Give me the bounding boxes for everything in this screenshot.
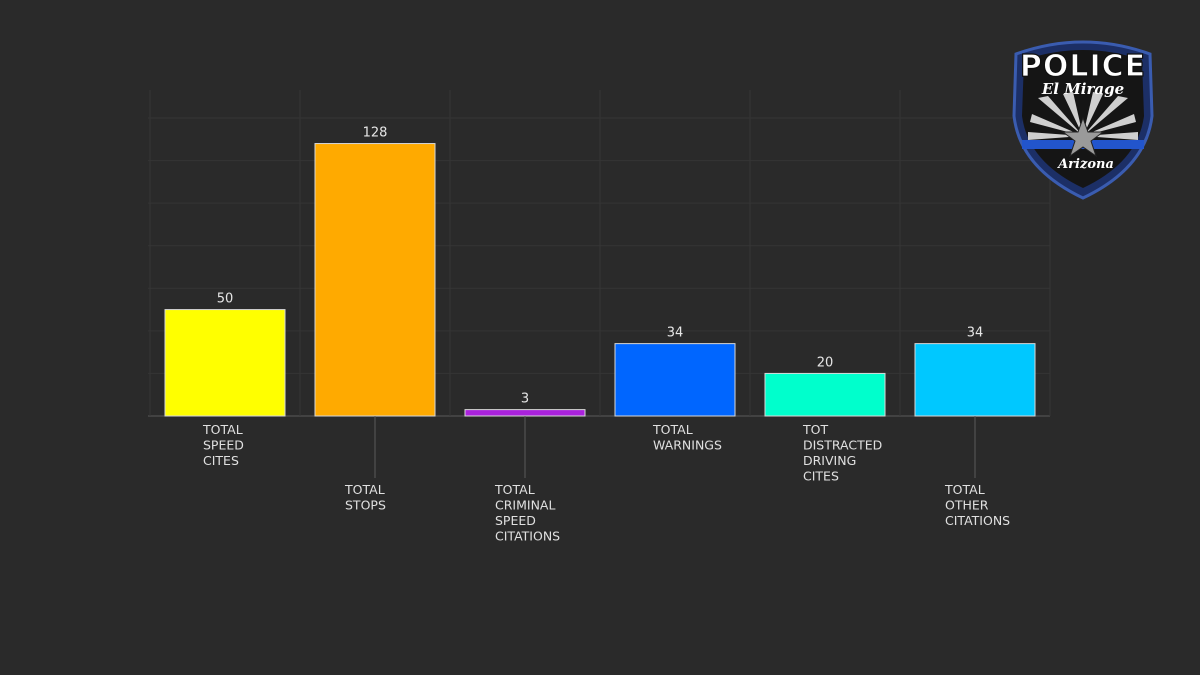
category-label-line: WARNINGS [653, 438, 722, 453]
bar-value-label: 34 [667, 326, 684, 341]
category-label-line: TOTAL [202, 422, 243, 437]
bar [614, 343, 736, 417]
grid-lines [148, 90, 1051, 417]
category-label-line: TOTAL [494, 482, 535, 497]
category-label-line: DRIVING [803, 453, 856, 468]
category-label-line: SPEED [203, 438, 244, 453]
category-label-line: CITES [803, 469, 839, 484]
category-label-line: TOTAL [344, 482, 385, 497]
category-label-line: SPEED [495, 513, 536, 528]
category-label-line: OTHER [945, 498, 989, 513]
category-label-line: CITATIONS [495, 529, 560, 544]
category-labels-group: TOTALSPEEDCITESTOTALSTOPSTOTALCRIMINALSP… [202, 416, 1010, 544]
category-label-line: CRIMINAL [495, 498, 555, 513]
category-label-line: TOTAL [652, 422, 693, 437]
star-icon [1061, 116, 1105, 158]
badge-city: El Mirage [1041, 80, 1124, 98]
bar [314, 143, 436, 417]
category-label-line: DISTRACTED [803, 438, 882, 453]
bar [464, 409, 586, 417]
bars-group: 50 128 3 34 20 34 [164, 126, 1036, 417]
badge-title: POLICE [1020, 49, 1146, 84]
category-label-line: CITES [203, 453, 239, 468]
category-label-line: STOPS [345, 498, 386, 513]
sun-rays-icon [1028, 92, 1138, 140]
category-label-line: TOT [802, 422, 828, 437]
bar-value-label: 20 [817, 355, 834, 370]
bar [764, 372, 886, 417]
bar [164, 309, 286, 417]
police-badge-logo: POLICE El Mirage Arizona [1012, 40, 1154, 200]
badge-state: Arizona [1056, 157, 1114, 172]
bar-value-label: 50 [217, 292, 234, 307]
category-label-line: CITATIONS [945, 513, 1010, 528]
bar-value-label: 3 [521, 392, 529, 407]
bar [914, 343, 1036, 417]
category-label-line: TOTAL [944, 482, 985, 497]
bar-value-label: 34 [967, 326, 984, 341]
bar-value-label: 128 [363, 126, 388, 141]
